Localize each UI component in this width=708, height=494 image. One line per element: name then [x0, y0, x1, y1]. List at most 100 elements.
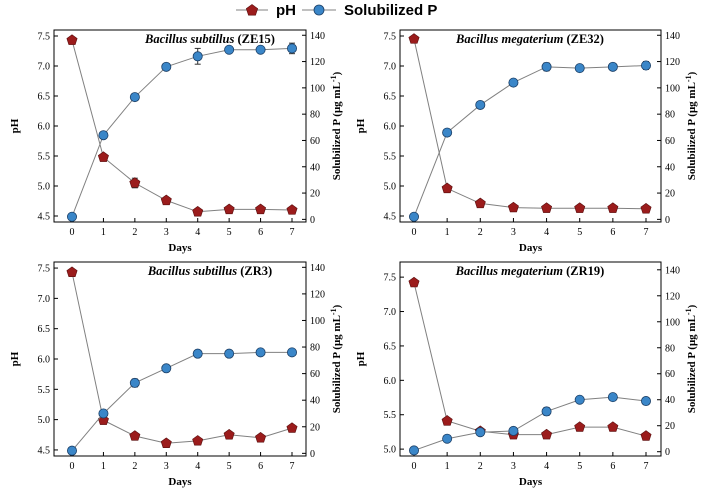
y-right-axis-label-sup: -1 [329, 75, 338, 82]
x-tick-label: 4 [195, 461, 200, 472]
solubilized-p-line [71, 351, 292, 452]
y-right-tick-label: 100 [310, 83, 325, 94]
y-left-tick-label: 7.0 [38, 62, 51, 73]
y-right-axis-label-close: ) [331, 71, 343, 75]
ph-point [160, 194, 172, 206]
x-tick-label: 1 [101, 461, 106, 472]
ph-series [66, 34, 298, 217]
y-left-tick-label: 6.5 [384, 341, 397, 352]
ph-point [255, 203, 267, 215]
x-tick-label: 1 [101, 227, 106, 238]
panel-title-strain: (ZE32) [566, 32, 604, 46]
solubilized-p-point [475, 427, 486, 438]
ph-point [541, 428, 553, 440]
x-tick-label: 3 [511, 227, 516, 238]
x-tick-label: 7 [290, 227, 295, 238]
ph-line [413, 38, 647, 210]
y-right-axis-label-close: ) [686, 304, 698, 308]
y-right-axis-label-sup: -1 [684, 75, 693, 82]
solubilized-p-point [408, 445, 419, 456]
ph-point [66, 266, 78, 277]
panel-title: Bacillus megaterium (ZE32) [455, 32, 604, 46]
ph-point [474, 197, 486, 209]
solubilized-p-line [413, 65, 647, 217]
y-left-axis-label: pH [9, 351, 21, 366]
panel-title-species: Bacillus subtillus [144, 32, 237, 46]
y-left-tick-label: 6.5 [38, 324, 51, 335]
y-right-tick-label: 80 [665, 343, 675, 354]
solubilized-p-line [71, 47, 293, 217]
x-tick-label: 7 [644, 461, 649, 472]
y-left-tick-label: 6.0 [384, 122, 397, 133]
x-tick-label: 2 [132, 227, 137, 238]
y-right-tick-label: 20 [310, 189, 320, 200]
y-right-axis-label-main: Solubilized P (μg mL [331, 315, 343, 413]
solubilized-p-point [508, 425, 519, 436]
y-right-tick-label: 140 [665, 31, 680, 42]
plot-frame [53, 29, 307, 223]
solubilized-p-point [574, 63, 585, 74]
x-tick-label: 3 [511, 461, 516, 472]
y-right-tick-label: 60 [310, 136, 320, 147]
solubilized-p-point [255, 347, 266, 358]
y-right-tick-label: 120 [665, 57, 680, 68]
y-right-tick-label: 40 [310, 396, 320, 407]
solubilized-p-point [192, 51, 203, 62]
y-left-tick-label: 5.0 [38, 182, 51, 193]
ph-line [413, 282, 647, 437]
x-tick-label: 5 [577, 461, 582, 472]
y-left-tick-label: 5.0 [384, 445, 397, 456]
y-left-tick-label: 5.5 [38, 385, 51, 396]
y-right-axis-label: Solubilized P (μg mL-1) [684, 71, 698, 180]
y-left-tick-label: 7.5 [38, 264, 51, 275]
y-left-tick-label: 5.5 [384, 410, 397, 421]
ph-point [286, 422, 298, 433]
y-left-tick-label: 6.5 [38, 92, 51, 103]
y-right-axis-label-sup: -1 [329, 308, 338, 315]
x-tick-label: 5 [577, 227, 582, 238]
solubilized-p-point [224, 348, 235, 359]
x-tick-label: 5 [227, 461, 232, 472]
y-left-tick-label: 4.5 [38, 445, 51, 456]
y-right-tick-label: 20 [665, 189, 675, 200]
ph-point [640, 430, 652, 441]
y-right-tick-label: 120 [665, 291, 680, 302]
solubilized-p-point [192, 348, 203, 359]
y-left-tick-label: 4.5 [384, 212, 397, 223]
y-right-axis-label-close: ) [331, 304, 343, 308]
panel-title: Bacillus subtillus (ZR3) [147, 264, 272, 278]
y-right-axis-label-main: Solubilized P (μg mL [686, 82, 698, 180]
ph-point [408, 33, 420, 44]
x-tick-label: 2 [478, 227, 483, 238]
ph-point [255, 432, 267, 443]
x-tick-label: 7 [644, 227, 649, 238]
solubilized-p-point [224, 44, 235, 55]
solubilized-p-point [607, 61, 618, 72]
x-axis-label: Days [168, 476, 192, 488]
panel-title-strain: (ZE15) [237, 32, 275, 46]
x-tick-label: 6 [258, 461, 263, 472]
y-right-axis-label: Solubilized P (μg mL-1) [684, 304, 698, 413]
ph-point [408, 276, 420, 288]
solubilized-p-line [413, 396, 647, 451]
y-right-tick-label: 140 [665, 265, 680, 276]
ph-point [541, 202, 553, 213]
panel-title: Bacillus subtillus (ZE15) [144, 32, 275, 46]
y-right-tick-label: 80 [310, 343, 320, 354]
solubilized-p-point [641, 60, 652, 71]
ph-point [66, 34, 78, 45]
solubilized-p-point [541, 406, 552, 417]
panel-title-strain: (ZR19) [566, 264, 604, 278]
solubilized-p-point [442, 433, 453, 444]
y-right-axis-label: Solubilized P (μg mL-1) [329, 304, 343, 413]
legend-ph-marker [245, 4, 259, 16]
ph-point [574, 421, 586, 432]
ph-point [640, 203, 652, 214]
y-right-tick-label: 40 [665, 395, 675, 406]
solubilized-p-point [98, 130, 109, 141]
y-left-tick-label: 7.0 [384, 307, 397, 318]
panel-title-species: Bacillus megaterium [455, 32, 566, 46]
y-right-tick-label: 140 [310, 263, 325, 274]
x-axis-label: Days [519, 476, 543, 488]
y-left-tick-label: 5.5 [384, 152, 397, 163]
